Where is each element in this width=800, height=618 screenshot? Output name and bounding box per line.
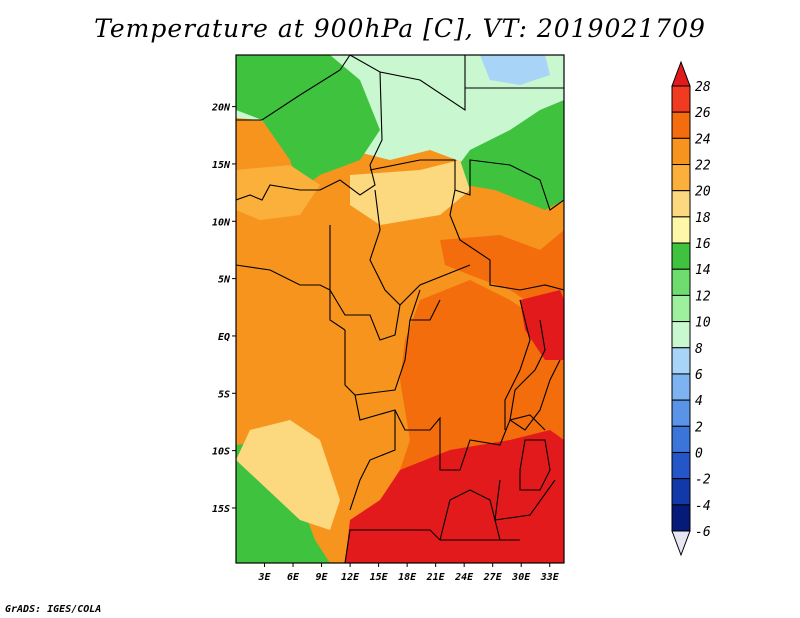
- country-borders: [236, 55, 564, 563]
- central-sahel-band: [350, 160, 470, 225]
- border-line: [509, 319, 561, 431]
- border-line: [344, 529, 520, 563]
- lon-tick-label: 33E: [540, 572, 560, 583]
- north-cool-patch: [480, 55, 550, 85]
- sahel-band-region: [236, 55, 380, 190]
- lat-tick-label: 10N: [212, 217, 231, 228]
- colorbar-label: 16: [695, 237, 711, 252]
- lon-tick-label: 18E: [398, 572, 417, 583]
- colorbar-label: 20: [695, 185, 711, 200]
- colorbar-label: 24: [695, 132, 711, 147]
- lon-tick-label: 24E: [454, 572, 474, 583]
- colorbar-label: 8: [695, 342, 703, 357]
- temperature-field: [236, 55, 564, 563]
- colorbar-label: 6: [695, 368, 703, 383]
- lat-tick-label: 15N: [212, 160, 231, 171]
- lon-tick-label: 15E: [370, 572, 389, 583]
- colorbar-box: [671, 373, 691, 401]
- colorbar-min-arrow: [671, 530, 691, 557]
- lat-tick-label: 5N: [218, 275, 231, 286]
- lon-tick-label: 12E: [341, 572, 360, 583]
- colorbar-label: 14: [695, 263, 711, 278]
- colorbar-box: [671, 137, 691, 166]
- border-line: [236, 55, 351, 121]
- border-line: [439, 489, 501, 541]
- border-line: [236, 264, 331, 291]
- border-line: [369, 189, 471, 306]
- colorbar-box: [671, 425, 691, 453]
- colorbar-box: [671, 190, 691, 218]
- border-line: [349, 410, 396, 511]
- congo-basin-east-region: [440, 230, 564, 310]
- map-frame: [235, 54, 565, 564]
- border-line: [329, 290, 346, 331]
- lon-tick-label: 30E: [511, 572, 531, 583]
- colorbar-box: [671, 164, 691, 192]
- grads-credit: GrADS: IGES/COLA: [5, 604, 102, 615]
- colorbar-label: -6: [695, 525, 711, 540]
- lon-tick-label: 21E: [426, 572, 446, 583]
- map-title: Temperature at 900hPa [C], VT: 201902170…: [94, 14, 706, 43]
- border-line: [236, 71, 383, 201]
- colorbar-box: [671, 504, 691, 532]
- colorbar-label: 18: [695, 211, 711, 226]
- longitude-axis: 3E 6E 9E 12E 15E 18E 21E 24E 27E 30E 33E: [257, 563, 560, 583]
- lon-tick-label: 3E: [257, 572, 271, 583]
- lat-tick-label: 20N: [211, 103, 231, 114]
- border-line: [349, 55, 466, 112]
- colorbar-box: [671, 478, 691, 506]
- colorbar-box: [671, 399, 691, 427]
- border-line: [494, 479, 556, 521]
- lat-tick-label: 5S: [218, 389, 230, 400]
- colorbar-label: 4: [695, 394, 703, 409]
- colorbar-box: [671, 111, 691, 139]
- colorbar-label: 26: [695, 106, 711, 121]
- border-line: [504, 299, 531, 430]
- colorbar-box: [671, 216, 691, 244]
- colorbar-label: 10: [695, 316, 711, 331]
- lon-tick-label: 27E: [483, 572, 503, 583]
- colorbar-label: 0: [695, 446, 703, 461]
- colorbar-box: [671, 321, 691, 349]
- lat-tick-label: 15S: [212, 504, 230, 515]
- latitude-axis: 20N 15N 10N 5N EQ 5S 10S 15S: [211, 103, 236, 515]
- southern-africa-region: [520, 290, 564, 360]
- colorbar-label: 28: [695, 80, 711, 95]
- lat-tick-label: 10S: [212, 447, 230, 458]
- colorbar-box: [671, 294, 691, 323]
- lon-tick-label: 9E: [316, 572, 329, 583]
- colorbar-label: -4: [695, 499, 711, 514]
- colorbar-label: 12: [695, 289, 711, 304]
- colorbar-box: [671, 85, 691, 113]
- colorbar-label: 22: [695, 159, 711, 174]
- colorbar-box: [671, 268, 691, 296]
- colorbar-box: [671, 347, 691, 375]
- colorbar-label: 2: [695, 420, 703, 435]
- border-line: [449, 189, 564, 291]
- border-line: [519, 439, 551, 491]
- border-line: [369, 159, 564, 211]
- lat-tick-label: EQ: [218, 332, 230, 343]
- colorbar-max-arrow: [671, 60, 691, 87]
- lon-tick-label: 6E: [287, 572, 300, 583]
- coastal-cool-band: [236, 420, 340, 530]
- sahel-band-region: [455, 100, 564, 210]
- west-sahel-warm-band: [236, 165, 320, 220]
- border-line: [410, 299, 441, 321]
- colorbar-box: [671, 242, 691, 270]
- colorbar-box: [671, 451, 691, 480]
- colorbar-label: -2: [695, 473, 711, 488]
